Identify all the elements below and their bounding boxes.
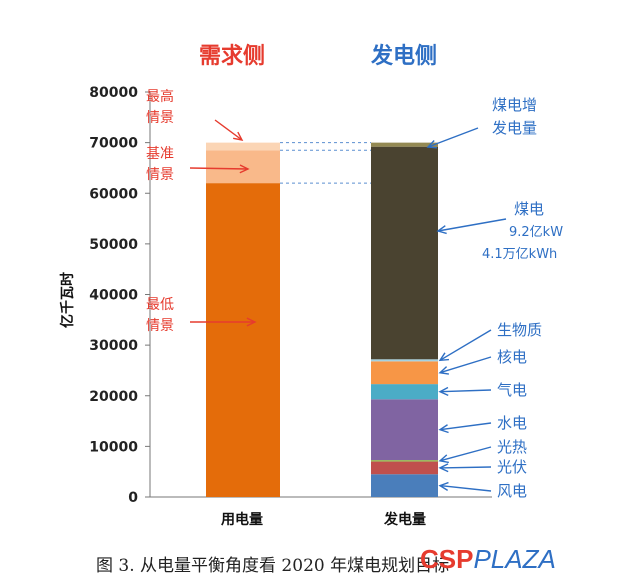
scenario-guide-lines xyxy=(280,142,371,184)
supply-bar xyxy=(371,142,438,497)
y-tick-label: 60000 xyxy=(89,186,138,202)
demand-bar xyxy=(206,142,280,497)
supply-segment xyxy=(371,399,438,461)
supply-segment xyxy=(371,474,438,497)
supply-label: 煤电增 xyxy=(492,96,537,114)
group-title-supply: 发电侧 xyxy=(370,43,437,69)
supply-arrow-head xyxy=(438,386,449,396)
x-tick-demand: 用电量 xyxy=(221,511,263,528)
demand-segment xyxy=(206,142,280,151)
csp-plaza-logo: CSPPLAZA xyxy=(420,544,556,575)
figure-caption: 图 3. 从电量平衡角度看 2020 年煤电规划目标 xyxy=(96,556,450,576)
supply-arrow xyxy=(438,329,492,362)
supply-arrow-line xyxy=(439,422,492,431)
demand-arrow xyxy=(190,317,257,327)
supply-arrow-line xyxy=(439,446,492,462)
demand-label: 情景 xyxy=(146,110,174,126)
y-tick-label: 40000 xyxy=(89,288,138,304)
supply-segment xyxy=(371,142,438,147)
demand-segment xyxy=(206,183,280,497)
supply-arrow xyxy=(438,356,492,375)
supply-segment xyxy=(371,359,438,362)
y-tick-label: 80000 xyxy=(89,85,138,101)
demand-arrow-line xyxy=(189,167,249,170)
supply-arrow xyxy=(438,446,492,464)
supply-arrow xyxy=(426,127,479,149)
supply-arrow-line xyxy=(439,484,492,492)
demand-label: 情景 xyxy=(146,167,174,183)
y-tick-label: 30000 xyxy=(89,338,138,354)
supply-label: 风电 xyxy=(497,482,527,500)
supply-arrow xyxy=(438,463,492,473)
demand-label: 基准 xyxy=(146,145,174,162)
supply-arrow xyxy=(438,386,492,396)
supply-arrow-line xyxy=(437,218,507,232)
demand-arrow-head xyxy=(233,131,244,141)
supply-label: 光热 xyxy=(497,438,527,456)
demand-arrow-head xyxy=(246,317,257,327)
supply-arrow xyxy=(438,422,492,434)
supply-arrow-head xyxy=(438,454,449,464)
logo-part-2: PLAZA xyxy=(473,544,556,574)
y-axis-label: 亿千瓦时 xyxy=(59,272,76,328)
supply-arrow-line xyxy=(439,329,492,361)
supply-arrow-head xyxy=(438,352,450,362)
supply-label: 气电 xyxy=(497,381,527,399)
supply-arrow xyxy=(438,481,492,492)
demand-arrow xyxy=(214,119,244,141)
supply-segment xyxy=(371,460,438,462)
logo-part-1: CSP xyxy=(420,544,474,574)
supply-segment xyxy=(371,461,438,475)
y-axis: 0 10000 20000 30000 40000 50000 60000 70000 8000… xyxy=(89,85,492,506)
y-tick-label: 20000 xyxy=(89,389,138,405)
supply-arrow-head xyxy=(438,424,449,434)
supply-arrow-line xyxy=(439,356,492,374)
supply-arrow-head xyxy=(438,463,449,473)
supply-arrow xyxy=(436,218,507,235)
group-title-demand: 需求侧 xyxy=(199,44,265,69)
supply-label: 核电 xyxy=(497,348,527,366)
supply-note: 9.2亿kW xyxy=(509,225,563,240)
supply-arrow-head xyxy=(438,366,450,375)
supply-segment xyxy=(371,146,438,360)
supply-segment xyxy=(371,384,438,400)
supply-arrow-line xyxy=(439,466,492,469)
y-tick-label: 0 xyxy=(128,490,138,506)
supply-label: 煤电 xyxy=(514,200,544,218)
supply-label: 生物质 xyxy=(497,321,542,339)
demand-label: 情景 xyxy=(146,318,174,334)
y-tick-label: 10000 xyxy=(89,439,138,455)
supply-segment xyxy=(371,361,438,385)
supply-label: 发电量 xyxy=(492,119,537,137)
y-tick-label: 70000 xyxy=(89,136,138,152)
demand-label: 最高 xyxy=(146,88,174,105)
supply-note: 4.1万亿kWh xyxy=(482,247,557,262)
demand-label: 最低 xyxy=(146,297,174,313)
y-tick-label: 50000 xyxy=(89,237,138,253)
supply-label: 光伏 xyxy=(497,458,527,476)
demand-arrow xyxy=(189,164,250,174)
supply-arrow-line xyxy=(439,389,492,393)
supply-arrow-head xyxy=(436,225,447,235)
demand-arrow-line xyxy=(214,119,243,141)
supply-arrow-head xyxy=(426,139,438,149)
supply-label: 水电 xyxy=(497,414,527,432)
supply-arrow-head xyxy=(438,481,449,491)
x-tick-supply: 发电量 xyxy=(383,511,426,528)
demand-arrow-head xyxy=(239,164,250,174)
supply-arrow-line xyxy=(427,127,479,148)
stacked-bar-chart: 0 10000 20000 30000 40000 50000 60000 70000 8000… xyxy=(59,43,563,528)
